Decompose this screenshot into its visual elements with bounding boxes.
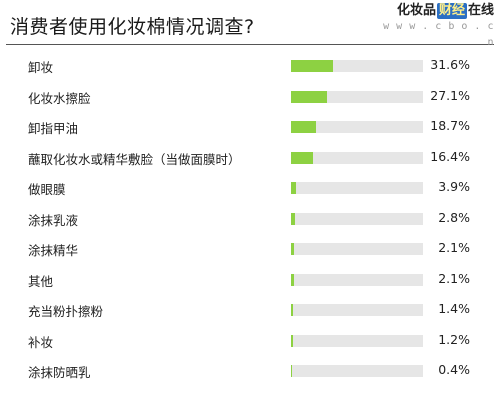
value-label: 3.9% [438,179,470,194]
bar-track [291,304,423,316]
site-logo: 化妆品 财经 在线 w w w . c b o . c n [382,3,494,48]
value-label: 16.4% [430,148,470,164]
value-label: 27.1% [430,87,470,103]
bar [291,304,293,316]
chart-row: 涂抹防晒乳 0.4% [0,357,500,383]
bar [291,182,297,194]
category-label: 卸妆 [28,60,54,75]
value-label: 31.6% [430,57,470,72]
chart-row: 涂抹乳液 2.8% [0,205,500,231]
bar-track [291,334,423,347]
chart-row: 补妆 1.2% [0,327,500,353]
bar [291,121,316,133]
bar [291,334,293,347]
value-label: 1.2% [438,331,470,347]
bar-track [291,151,423,164]
logo-prefix: 化妆品 [396,3,436,18]
bar [291,212,295,225]
value-label: 1.4% [438,301,470,316]
bar-track [291,243,423,255]
category-label: 卸指甲油 [28,121,79,136]
chart-row: 化妆水擦脸 27.1% [0,83,500,109]
category-label: 补妆 [28,334,54,350]
logo-suffix: 在线 [467,3,494,18]
category-label: 充当粉扑擦粉 [28,304,104,319]
value-label: 0.4% [438,362,470,377]
bar-track [291,212,423,225]
bar [291,90,327,103]
bar-track [291,90,423,103]
bar [291,243,294,255]
chart-row: 充当粉扑擦粉 1.4% [0,296,500,322]
bar-track [291,273,423,286]
bar-track [291,365,423,377]
chart-row: 其他 2.1% [0,266,500,292]
bar [291,151,313,164]
category-label: 涂抹防晒乳 [28,365,91,380]
category-label: 做眼膜 [28,182,66,197]
category-label: 涂抹乳液 [28,212,79,228]
bar [291,273,294,286]
category-label: 蘸取化妆水或精华敷脸（当做面膜时） [28,151,241,167]
chart-row: 卸妆 31.6% [0,52,500,78]
category-label: 涂抹精华 [28,243,79,258]
logo-url: w w w . c b o . c n [383,21,494,48]
category-label: 其他 [28,273,54,289]
chart-row: 做眼膜 3.9% [0,174,500,200]
chart-title: 消费者使用化妆棉情况调查? [10,16,255,38]
category-label: 化妆水擦脸 [28,90,91,106]
logo-mark: 财经 [436,3,467,19]
value-label: 2.1% [438,270,470,286]
value-label: 18.7% [430,118,470,133]
value-label: 2.8% [438,209,470,225]
value-label: 2.1% [438,240,470,255]
logo-text: 化妆品 财经 在线 [382,3,494,19]
bar-track [291,121,423,133]
bar-track [291,182,423,194]
chart-row: 蘸取化妆水或精华敷脸（当做面膜时） 16.4% [0,144,500,170]
bar-track [291,60,423,72]
title-divider [6,44,494,45]
chart-row: 卸指甲油 18.7% [0,113,500,139]
chart-row: 涂抹精华 2.1% [0,235,500,261]
bar [291,365,292,377]
bar [291,60,333,72]
